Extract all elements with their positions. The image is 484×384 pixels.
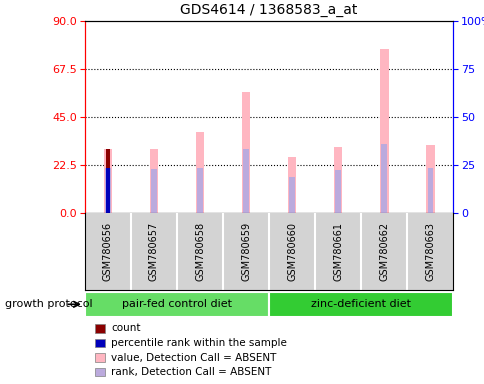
Bar	[106, 149, 110, 213]
Text: GSM780662: GSM780662	[378, 222, 389, 281]
Text: count: count	[111, 323, 140, 333]
Text: growth protocol: growth protocol	[5, 299, 92, 310]
Bar	[335, 170, 340, 213]
Bar	[104, 149, 112, 213]
Bar	[243, 149, 248, 213]
Text: GSM780660: GSM780660	[287, 222, 297, 281]
Bar	[427, 168, 432, 213]
Text: rank, Detection Call = ABSENT: rank, Detection Call = ABSENT	[111, 367, 271, 377]
Text: GSM780659: GSM780659	[241, 222, 251, 281]
Text: zinc-deficient diet: zinc-deficient diet	[311, 299, 410, 310]
Bar	[333, 147, 342, 213]
Bar	[151, 169, 156, 213]
Bar	[289, 177, 294, 213]
Text: GSM780658: GSM780658	[195, 222, 205, 281]
Bar	[425, 145, 434, 213]
Bar	[287, 157, 296, 213]
Text: GSM780661: GSM780661	[333, 222, 343, 281]
Bar	[196, 132, 204, 213]
Text: percentile rank within the sample: percentile rank within the sample	[111, 338, 287, 348]
Bar	[242, 91, 250, 213]
Bar	[150, 149, 158, 213]
Text: GSM780657: GSM780657	[149, 222, 159, 281]
Bar	[381, 144, 386, 213]
Title: GDS4614 / 1368583_a_at: GDS4614 / 1368583_a_at	[180, 3, 357, 17]
Text: GSM780656: GSM780656	[103, 222, 113, 281]
Text: value, Detection Call = ABSENT: value, Detection Call = ABSENT	[111, 353, 276, 362]
Bar	[105, 168, 110, 213]
Bar	[379, 49, 388, 213]
Bar	[197, 168, 202, 213]
Text: GSM780663: GSM780663	[424, 222, 435, 281]
Bar	[85, 292, 269, 317]
Bar	[269, 292, 453, 317]
Text: pair-fed control diet: pair-fed control diet	[122, 299, 231, 310]
Bar	[106, 168, 109, 213]
